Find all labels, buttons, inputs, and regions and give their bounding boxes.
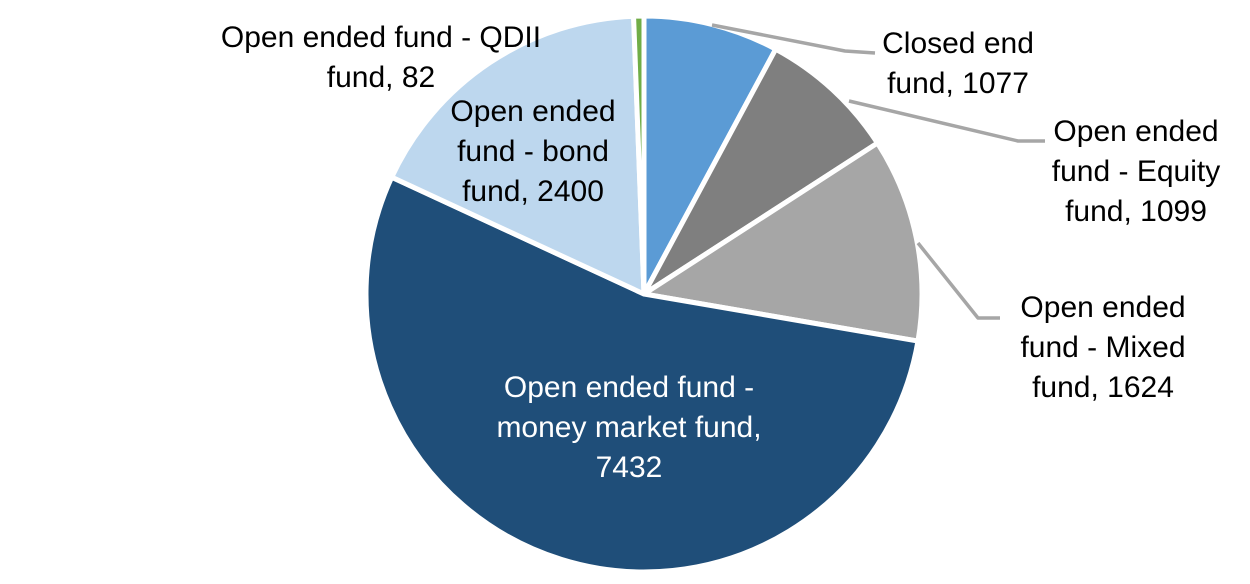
leader-line-open-ended-fund-equity-fund — [848, 99, 1045, 143]
pie-slice-open-ended-fund-money-market-fund — [363, 174, 921, 575]
pie-slice-open-ended-fund-qdii-fund — [631, 13, 647, 297]
pie-slice-open-ended-fund-equity-fund — [641, 46, 880, 297]
leader-line-closed-end-fund — [711, 23, 876, 55]
pie-slice-open-ended-fund-bond-fund — [389, 13, 647, 297]
leader-line-open-ended-fund-mixed-fund — [916, 241, 1000, 320]
pie-slice-closed-end-fund — [641, 13, 779, 297]
pie-slice-open-ended-fund-mixed-fund — [641, 140, 925, 344]
